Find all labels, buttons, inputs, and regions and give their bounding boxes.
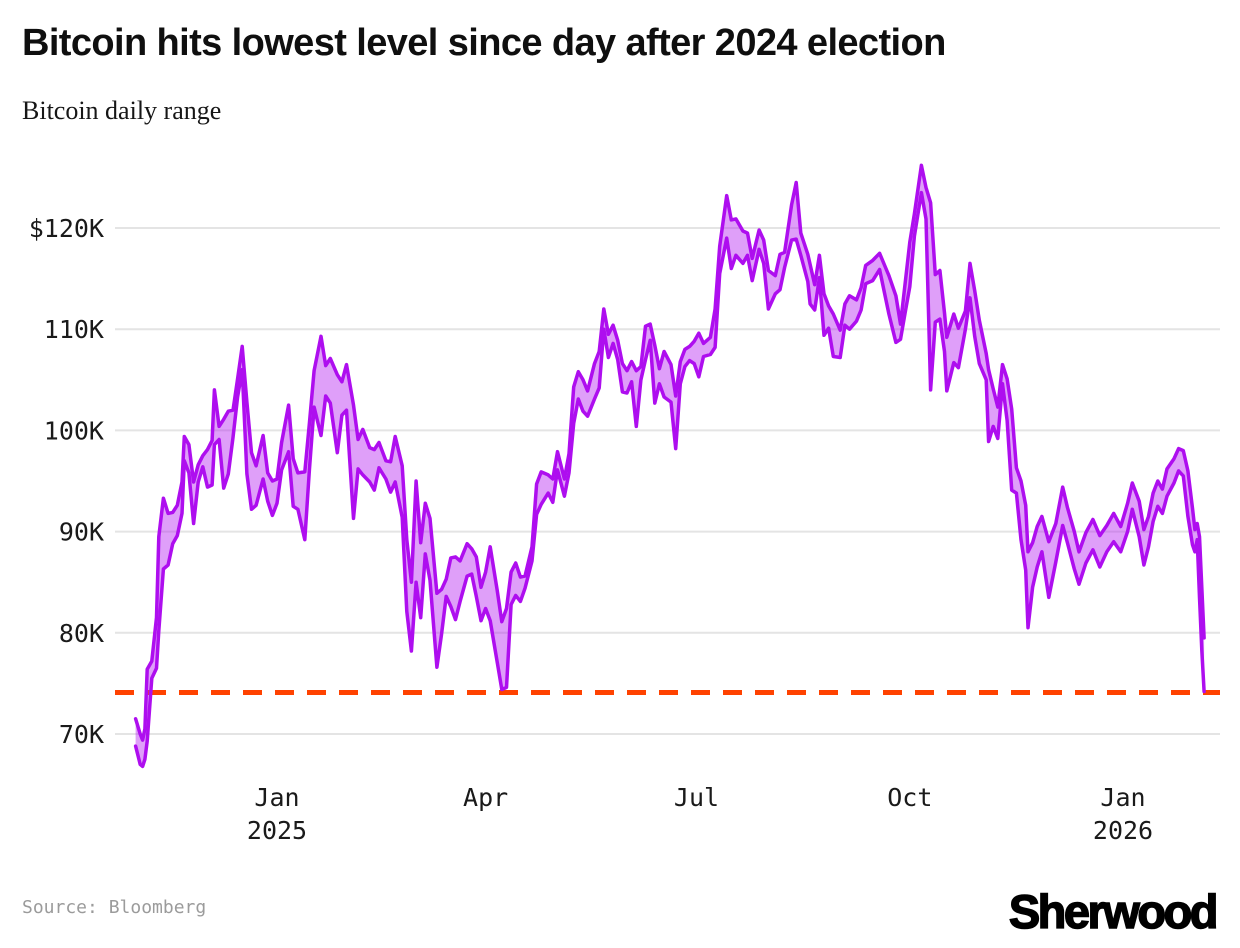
source-credit: Source: Bloomberg bbox=[22, 897, 207, 918]
x-axis-tick-label: Apr bbox=[463, 783, 508, 812]
y-axis-tick-label: $120K bbox=[29, 214, 104, 243]
chart-subtitle: Bitcoin daily range bbox=[22, 96, 222, 125]
x-axis-tick-year-label: 2026 bbox=[1093, 816, 1153, 845]
x-axis-tick-label: Jan bbox=[254, 783, 299, 812]
bitcoin-daily-range-chart: $120K 110K 100K 90K 80K 70K Jan 2025 Apr Jul Oct Ja… bbox=[29, 163, 1220, 845]
sherwood-logo: Sherwood bbox=[1008, 884, 1219, 939]
x-axis-tick-label: Jan bbox=[1100, 783, 1145, 812]
daily-high-line bbox=[133, 163, 1206, 742]
x-axis-tick-year-label: 2025 bbox=[247, 816, 307, 845]
daily-range-band bbox=[135, 165, 1205, 767]
daily-low-line bbox=[133, 190, 1206, 769]
y-axis-tick-label: 90K bbox=[59, 518, 104, 547]
x-axis-tick-label: Jul bbox=[674, 783, 719, 812]
x-axis-tick-label: Oct bbox=[887, 783, 932, 812]
page-title: Bitcoin hits lowest level since day afte… bbox=[22, 22, 946, 64]
chart-canvas: $120K 110K 100K 90K 80K 70K Jan 2025 Apr Jul Oct Ja… bbox=[29, 163, 1220, 845]
y-axis-tick-label: 80K bbox=[59, 619, 104, 648]
y-axis-tick-label: 110K bbox=[44, 315, 104, 344]
y-axis-tick-label: 70K bbox=[59, 720, 104, 749]
y-axis-tick-label: 100K bbox=[44, 416, 104, 445]
